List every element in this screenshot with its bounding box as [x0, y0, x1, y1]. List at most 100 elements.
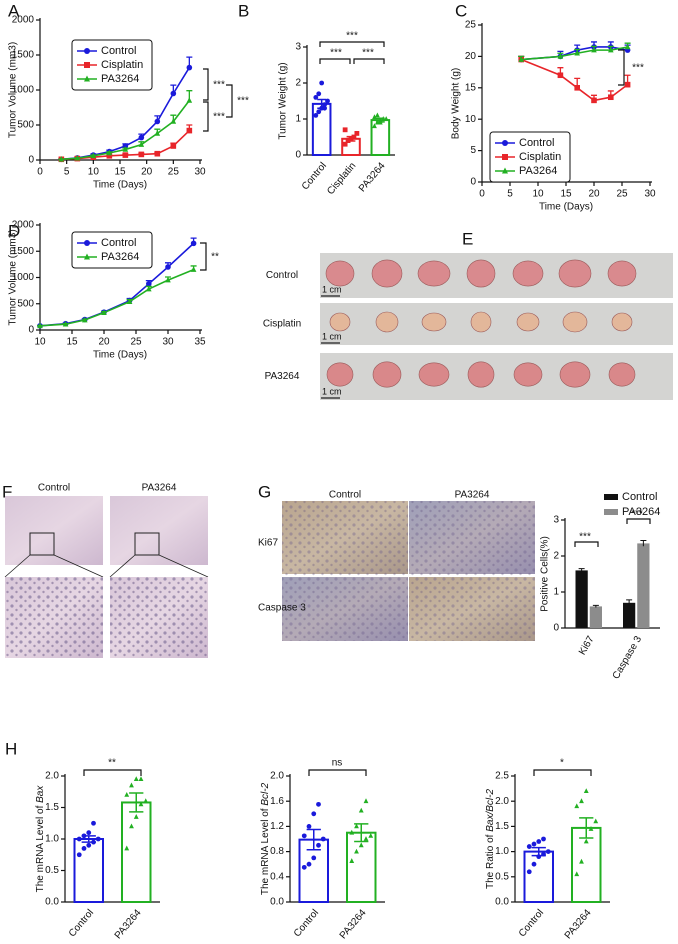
- marker: [383, 116, 389, 121]
- marker: [62, 320, 69, 327]
- x-tick-label: 5: [64, 167, 70, 178]
- x-tick-label: 30: [644, 189, 656, 200]
- error-bar: [129, 792, 144, 813]
- marker: [84, 75, 90, 82]
- tumor: [375, 311, 399, 333]
- error-bar: [592, 604, 599, 608]
- bar: [623, 602, 636, 628]
- marker: [311, 855, 317, 861]
- x-tick-label: Cisplatin: [325, 161, 358, 197]
- significance-label: ***: [631, 509, 643, 520]
- legend-box: [71, 231, 153, 269]
- series-line: [520, 58, 629, 102]
- y-tick-label: 0: [28, 155, 34, 166]
- x-axis-label: Time (Days): [93, 350, 147, 361]
- marker: [342, 127, 348, 133]
- zoom-lines: [109, 554, 209, 578]
- marker: [536, 839, 542, 844]
- tumor: [558, 259, 592, 288]
- legend-label: PA3264: [101, 73, 139, 85]
- marker: [138, 134, 145, 141]
- marker: [133, 776, 139, 782]
- marker: [526, 844, 532, 849]
- marker: [588, 826, 594, 831]
- marker: [624, 43, 631, 50]
- marker: [84, 48, 90, 54]
- panel-letter: F: [2, 482, 12, 501]
- significance-label: **: [211, 252, 219, 263]
- zoom-box: [29, 532, 55, 556]
- y-tick-label: 0.5: [45, 865, 59, 876]
- significance-bracket: [200, 242, 207, 271]
- bar: [589, 606, 602, 628]
- marker: [377, 119, 383, 125]
- y-axis-label-part: The Ratio of: [485, 832, 496, 889]
- y-axis-label: Positive Cells(%): [540, 536, 551, 612]
- histology-cells: [5, 577, 103, 658]
- legend-label: Control: [519, 137, 554, 149]
- marker: [190, 266, 197, 272]
- marker: [74, 154, 81, 161]
- x-tick-label: 15: [560, 189, 572, 200]
- significance-bracket: [319, 41, 385, 47]
- marker: [541, 851, 546, 857]
- x-tick-label: 35: [194, 337, 206, 348]
- x-tick-label: 25: [616, 189, 628, 200]
- y-tick-label: 1: [295, 114, 301, 125]
- x-tick-label: 25: [130, 337, 142, 348]
- y-tick-label: 0.0: [45, 897, 59, 908]
- y-tick-label: 0.8: [270, 846, 284, 857]
- bar: [121, 801, 152, 904]
- significance-bracket: [533, 769, 592, 776]
- marker: [624, 81, 631, 88]
- legend-label: Cisplatin: [519, 151, 561, 163]
- marker: [170, 118, 177, 124]
- y-tick-label: 3: [295, 42, 301, 53]
- y-tick-label: 0.0: [495, 897, 509, 908]
- panel-letter: G: [258, 482, 271, 501]
- row-label: Ki67: [258, 538, 278, 549]
- marker: [368, 832, 374, 838]
- marker: [170, 90, 177, 97]
- marker: [319, 80, 325, 86]
- y-tick-label: 0.0: [270, 897, 284, 908]
- marker: [165, 276, 171, 283]
- y-tick-label: 2.0: [495, 796, 509, 807]
- legend-label: PA3264: [519, 165, 557, 177]
- marker: [591, 97, 597, 104]
- x-tick-label: 15: [66, 337, 78, 348]
- marker: [541, 836, 546, 842]
- y-tick-label: 1.5: [45, 802, 59, 813]
- marker: [76, 852, 82, 858]
- significance-label: **: [108, 758, 116, 769]
- marker: [536, 854, 542, 860]
- legend-box: [489, 131, 571, 183]
- marker: [372, 123, 377, 129]
- marker: [106, 149, 113, 156]
- y-tick-label: 20: [465, 51, 477, 62]
- x-tick-label: PA3264: [113, 907, 144, 941]
- marker: [186, 64, 193, 71]
- bar: [637, 543, 650, 628]
- y-tick-label: 1.6: [270, 796, 284, 807]
- legend-label: PA3264: [101, 251, 139, 263]
- y-axis-label: Tumor Volume (mm3): [8, 42, 19, 138]
- error-bar: [626, 599, 633, 606]
- bar: [73, 838, 104, 903]
- marker: [313, 113, 319, 118]
- marker: [95, 836, 101, 842]
- y-tick-label: 0.4: [270, 871, 284, 882]
- y-tick-label: 15: [465, 82, 477, 93]
- marker: [608, 46, 614, 53]
- marker: [322, 105, 327, 111]
- marker: [86, 842, 92, 848]
- tumor: [608, 362, 636, 387]
- tumor: [421, 312, 447, 332]
- significance-label: ***: [213, 112, 225, 123]
- marker: [325, 98, 330, 104]
- marker: [138, 776, 144, 782]
- marker: [306, 824, 312, 829]
- marker: [372, 114, 377, 120]
- y-tick-label: 0: [553, 623, 559, 634]
